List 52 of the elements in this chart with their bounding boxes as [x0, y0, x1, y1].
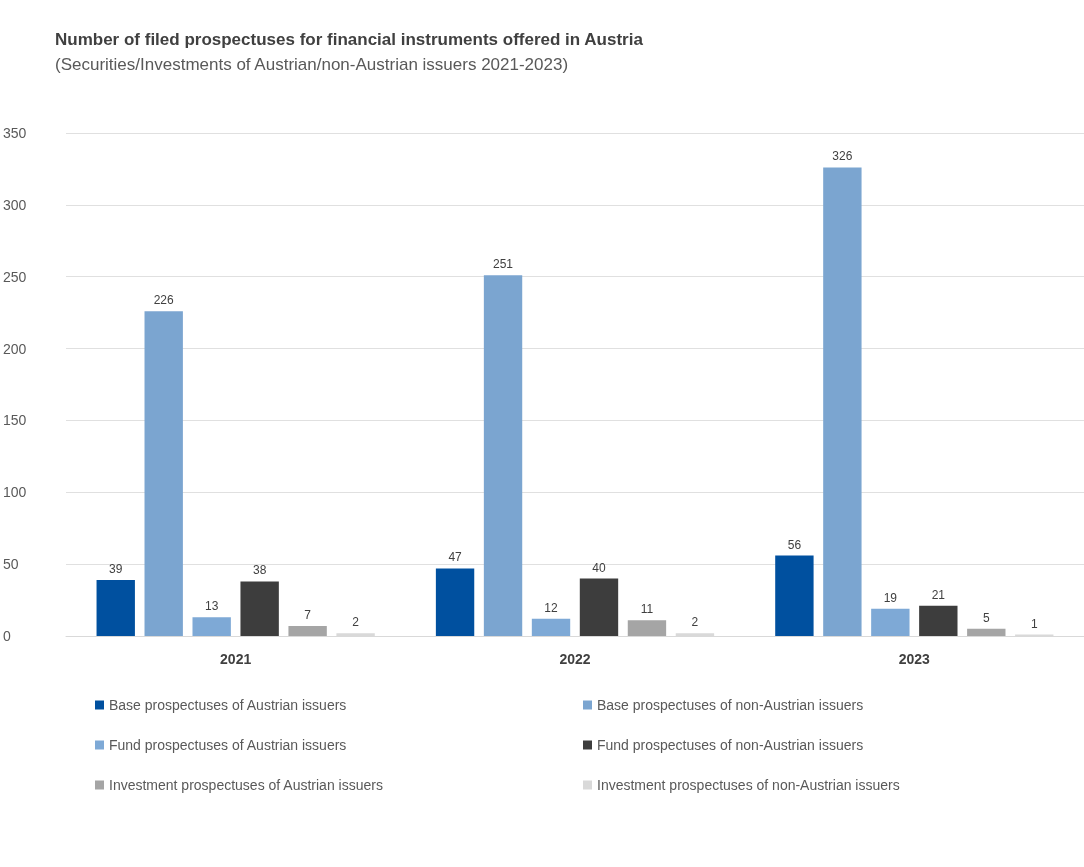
- data-label: 251: [493, 257, 514, 272]
- bar: [775, 555, 814, 636]
- legend-label: Base prospectuses of non-Austrian issuers: [597, 697, 864, 713]
- bar: [192, 617, 231, 636]
- y-tick-label: 300: [3, 196, 27, 213]
- y-tick-label: 250: [3, 268, 27, 285]
- y-tick-label: 50: [3, 556, 19, 573]
- legend-label: Base prospectuses of Austrian issuers: [109, 697, 347, 713]
- data-label: 56: [787, 537, 802, 552]
- bar: [871, 608, 910, 636]
- y-tick-label: 150: [3, 412, 27, 429]
- data-label: 5: [982, 610, 990, 625]
- bar: [435, 568, 475, 636]
- data-label: 1: [1030, 616, 1038, 631]
- legend-label: Investment prospectuses of non-Austrian issuers: [597, 777, 900, 793]
- data-label: 2: [352, 615, 360, 630]
- data-label: 2: [691, 615, 699, 630]
- data-label: 38: [252, 563, 267, 578]
- data-label: 12: [544, 600, 559, 615]
- bar: [919, 605, 958, 636]
- bar: [531, 618, 571, 636]
- legend-label: Fund prospectuses of Austrian issuers: [109, 737, 347, 753]
- data-label: 226: [153, 293, 175, 308]
- data-label: 47: [448, 550, 463, 565]
- legend-label: Fund prospectuses of non-Austrian issuers: [597, 737, 864, 753]
- bar: [144, 311, 183, 636]
- bar: [967, 628, 1006, 636]
- bar: [627, 620, 667, 636]
- data-label: 13: [205, 599, 219, 614]
- y-tick-label: 200: [3, 340, 27, 357]
- y-tick-label: 0: [3, 628, 11, 644]
- data-label: 326: [832, 149, 853, 164]
- x-tick-label: 2021: [220, 651, 252, 667]
- x-tick-label: 2023: [898, 651, 931, 667]
- data-label: 7: [304, 607, 312, 622]
- data-label: 19: [883, 590, 898, 605]
- bar: [483, 275, 523, 636]
- y-tick-label: 350: [3, 125, 27, 141]
- bar: [823, 167, 862, 636]
- chart-subtitle: (Securities/Investments of Austrian/non-Austrian issuers 2021-2023): [55, 55, 569, 74]
- bar: [240, 581, 279, 636]
- bar: [96, 579, 135, 636]
- data-label: 11: [640, 602, 654, 617]
- data-label: 40: [592, 560, 606, 575]
- legend-label: Investment prospectuses of Austrian issuers: [109, 777, 383, 793]
- data-label: 39: [109, 561, 123, 576]
- y-tick-label: 100: [3, 484, 27, 501]
- x-tick-label: 2022: [559, 651, 591, 667]
- bar: [288, 625, 327, 636]
- bar: [579, 578, 619, 636]
- chart-title: Number of filed prospectuses for financial instruments offered in Austria: [55, 30, 644, 49]
- data-label: 21: [931, 587, 946, 602]
